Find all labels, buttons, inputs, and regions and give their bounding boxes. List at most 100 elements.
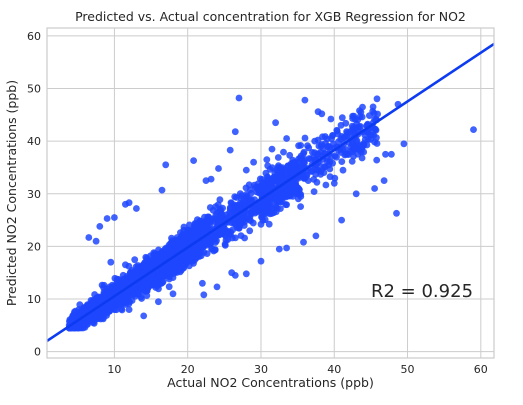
- data-point: [212, 239, 219, 246]
- data-point: [158, 186, 166, 194]
- data-point: [182, 250, 190, 258]
- data-point: [349, 148, 356, 156]
- data-point: [215, 165, 222, 172]
- data-point: [206, 215, 214, 223]
- data-point: [160, 253, 168, 261]
- data-point: [122, 261, 129, 269]
- data-point: [305, 144, 313, 152]
- data-point: [239, 216, 246, 224]
- data-point: [125, 199, 133, 207]
- data-point: [103, 312, 110, 319]
- data-point: [311, 163, 319, 171]
- data-point: [268, 164, 276, 172]
- regression-line: [46, 42, 495, 343]
- data-point: [246, 227, 254, 235]
- data-point: [301, 134, 309, 142]
- data-point: [103, 215, 111, 222]
- data-point: [146, 263, 154, 271]
- data-point: [354, 150, 362, 158]
- data-point: [216, 214, 224, 221]
- data-point: [127, 272, 134, 280]
- data-point: [297, 142, 305, 149]
- data-point: [155, 298, 162, 306]
- data-point: [310, 188, 318, 196]
- data-point: [257, 257, 265, 265]
- y-tick-label: 50: [27, 83, 41, 96]
- data-point: [202, 177, 210, 185]
- data-point: [207, 175, 215, 183]
- data-point: [312, 232, 320, 240]
- r2-annotation: R2 = 0.925: [371, 281, 473, 302]
- data-point: [374, 110, 381, 118]
- data-point: [352, 190, 360, 198]
- x-tick-label: 10: [107, 363, 121, 376]
- data-point: [211, 246, 219, 254]
- data-point: [152, 258, 160, 265]
- data-point: [141, 280, 149, 288]
- data-point: [196, 217, 204, 225]
- x-tick-label: 20: [181, 363, 195, 376]
- data-point: [359, 103, 366, 111]
- data-point: [380, 177, 388, 185]
- data-point: [202, 223, 210, 230]
- data-point: [245, 181, 253, 189]
- y-tick-label: 30: [27, 188, 41, 201]
- data-point: [318, 110, 326, 118]
- data-point: [297, 203, 304, 211]
- data-point: [349, 115, 356, 122]
- data-point: [235, 94, 243, 102]
- data-point: [213, 283, 221, 291]
- data-point: [165, 246, 173, 253]
- data-point: [109, 300, 116, 308]
- data-point: [373, 95, 381, 103]
- data-point: [232, 202, 240, 210]
- data-point: [167, 240, 174, 247]
- data-point: [159, 279, 167, 286]
- data-point: [85, 234, 93, 241]
- data-point: [301, 174, 309, 182]
- data-point: [201, 213, 208, 221]
- data-point: [289, 189, 297, 197]
- data-point: [282, 201, 289, 209]
- data-point: [359, 143, 366, 151]
- data-point: [350, 123, 357, 131]
- data-point: [268, 145, 276, 153]
- y-tick-label: 20: [27, 240, 41, 253]
- data-point: [382, 150, 389, 158]
- data-point: [342, 151, 350, 158]
- data-point: [373, 134, 380, 142]
- data-point: [180, 240, 188, 248]
- data-point: [250, 181, 258, 189]
- data-point: [322, 181, 330, 189]
- data-point: [277, 170, 284, 178]
- data-point: [203, 250, 211, 257]
- data-point: [165, 283, 173, 291]
- data-point: [262, 208, 270, 216]
- data-point: [141, 288, 149, 295]
- data-point: [94, 294, 102, 301]
- data-point: [349, 142, 357, 150]
- data-point: [360, 148, 368, 156]
- data-point: [240, 222, 248, 229]
- data-point: [250, 158, 257, 166]
- data-points: [65, 94, 477, 332]
- data-point: [373, 140, 381, 147]
- data-point: [90, 313, 98, 320]
- data-point: [203, 237, 211, 245]
- data-point: [131, 256, 139, 264]
- data-point: [257, 220, 265, 228]
- data-point: [318, 165, 326, 173]
- data-point: [134, 264, 142, 272]
- data-point: [162, 161, 170, 169]
- data-point: [199, 279, 206, 287]
- data-point: [262, 169, 270, 177]
- data-point: [182, 255, 189, 263]
- data-point: [191, 226, 199, 234]
- data-point: [107, 258, 115, 266]
- data-point: [258, 176, 266, 183]
- data-point: [373, 156, 381, 164]
- data-point: [154, 273, 162, 281]
- data-point: [348, 158, 356, 165]
- data-point: [331, 174, 339, 182]
